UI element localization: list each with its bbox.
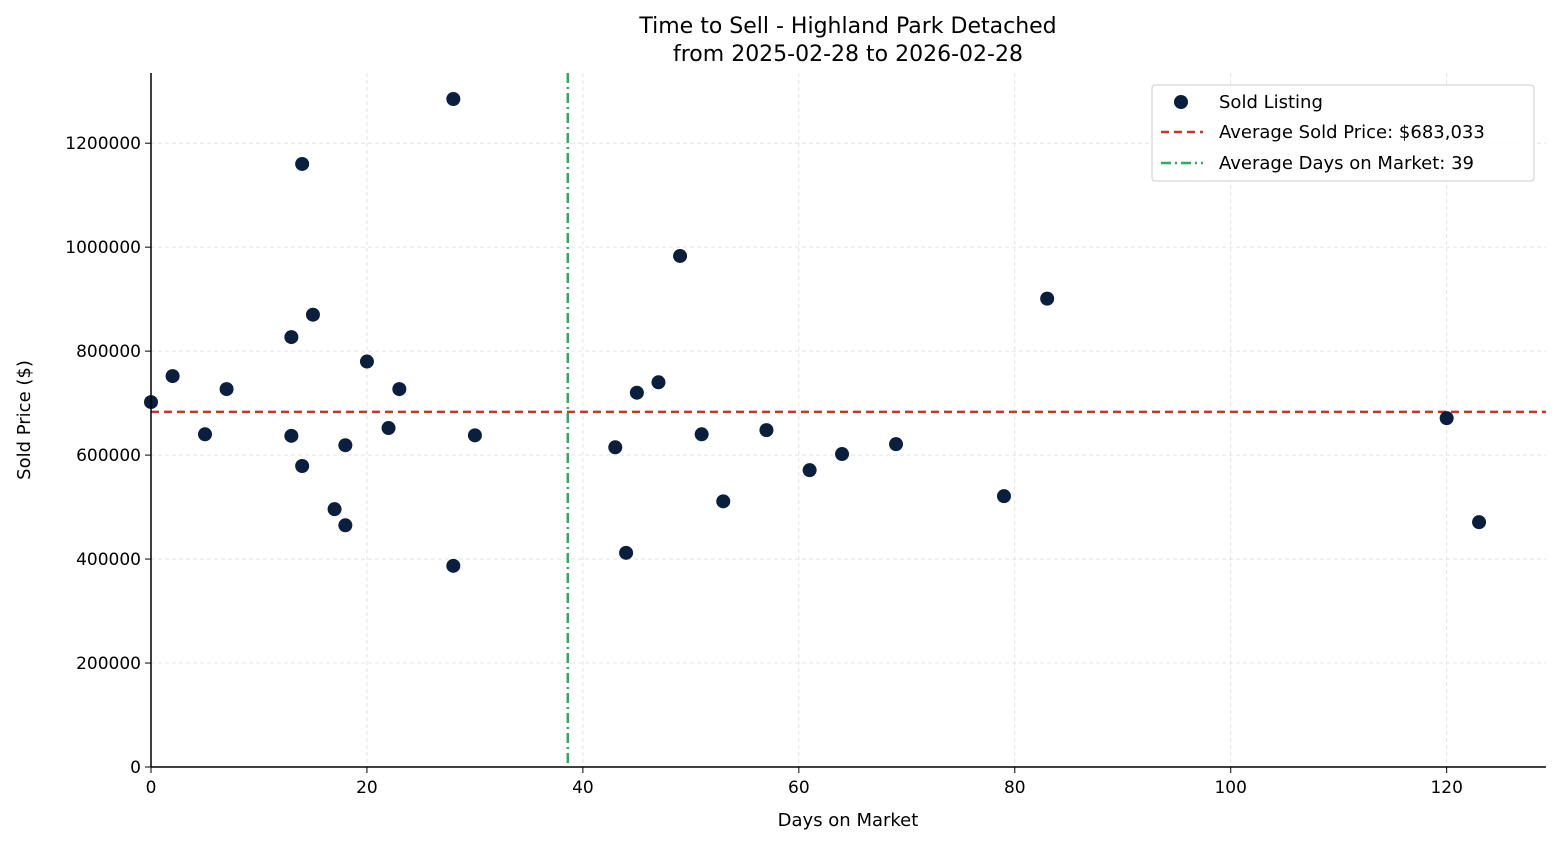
data-point: [392, 382, 407, 397]
y-axis-label: Sold Price ($): [14, 360, 35, 480]
data-point: [381, 421, 396, 436]
data-point: [673, 248, 688, 263]
x-tick-label: 40: [572, 778, 594, 798]
y-tick-label: 0: [130, 758, 141, 778]
data-point: [295, 156, 310, 171]
data-point: [338, 438, 353, 453]
data-point: [327, 502, 342, 517]
data-point: [446, 91, 461, 106]
legend: Sold Listing Average Sold Price: $683,03…: [1151, 84, 1535, 182]
legend-label-avg-price: Average Sold Price: $683,033: [1219, 122, 1485, 143]
y-tick-label: 600000: [76, 446, 141, 466]
y-tick-label: 800000: [76, 342, 141, 362]
reference-lines: [151, 73, 1546, 767]
x-tick-label: 120: [1430, 778, 1462, 798]
data-point: [359, 354, 374, 369]
data-point: [619, 545, 634, 560]
data-point: [295, 459, 310, 474]
chart-title: Time to Sell - Highland Park Detached: [638, 14, 1056, 39]
x-tick-label: 80: [1004, 778, 1026, 798]
data-point: [467, 428, 482, 443]
data-point: [835, 447, 850, 462]
data-points: [144, 91, 1487, 573]
data-point: [305, 307, 320, 322]
legend-label-sold-listing: Sold Listing: [1219, 92, 1323, 113]
data-point: [651, 375, 666, 390]
x-tick-label: 100: [1214, 778, 1246, 798]
data-point: [1040, 291, 1055, 306]
y-tick-label: 1000000: [65, 238, 141, 258]
data-point: [197, 427, 212, 442]
data-point: [219, 382, 234, 397]
x-axis-label: Days on Market: [778, 810, 919, 831]
data-point: [1472, 515, 1487, 530]
y-tick-label: 400000: [76, 550, 141, 570]
legend-marker-sold-listing: [1174, 95, 1188, 109]
data-point: [694, 427, 709, 442]
data-point: [446, 558, 461, 573]
data-point: [759, 423, 774, 438]
x-tick-label: 20: [356, 778, 378, 798]
axes: 0 20 40 60 80 100 120 0 200000 400000 600000 800000…: [65, 73, 1546, 798]
data-point: [284, 428, 299, 443]
y-tick-label: 200000: [76, 654, 141, 674]
data-point: [338, 518, 353, 533]
data-point: [802, 463, 817, 478]
data-point: [889, 437, 904, 452]
data-point: [996, 489, 1011, 504]
legend-frame: [1151, 84, 1535, 182]
legend-label-avg-days: Average Days on Market: 39: [1219, 153, 1474, 174]
x-tick-label: 60: [788, 778, 810, 798]
x-tick-label: 0: [146, 778, 157, 798]
chart-subtitle: from 2025-02-28 to 2026-02-28: [673, 42, 1023, 67]
data-point: [165, 369, 180, 384]
data-point: [1439, 411, 1454, 426]
data-point: [284, 330, 299, 345]
data-point: [716, 494, 731, 509]
data-point: [629, 385, 644, 400]
data-point: [608, 440, 623, 455]
y-tick-label: 1200000: [65, 134, 141, 154]
